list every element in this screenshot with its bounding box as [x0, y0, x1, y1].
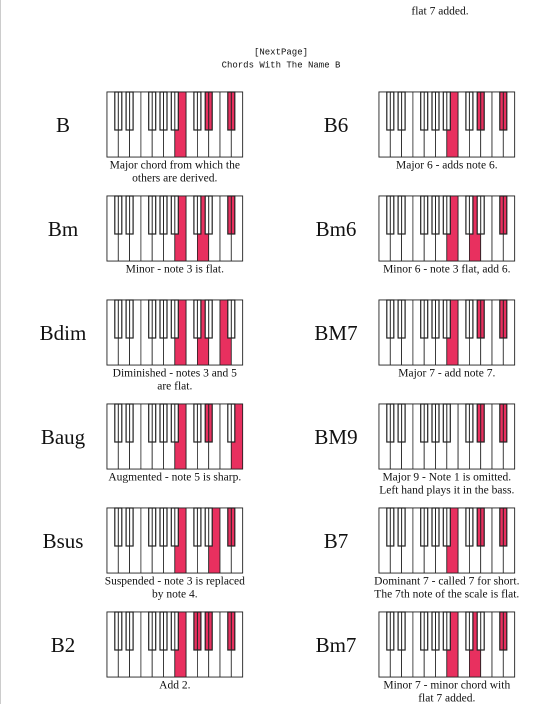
- chord-description: Minor 6 - note 3 flat, add 6.: [383, 264, 511, 276]
- chord-name: Bm: [48, 217, 78, 241]
- chord-name: Baug: [41, 425, 86, 449]
- chord-name: B2: [51, 633, 76, 657]
- chord-description: Minor - note 3 is flat.: [126, 264, 224, 276]
- chord-description: Suspended - note 3 is replaced: [105, 576, 245, 588]
- chord-description: Major 9 - Note 1 is omitted.: [382, 472, 511, 484]
- chord-description: Minor 7 - minor chord with: [383, 680, 510, 692]
- chord-description: Augmented - note 5 is sharp.: [108, 472, 241, 484]
- chord-description: The 7th note of the scale is flat.: [374, 589, 519, 601]
- chord-description: Left hand plays it in the bass.: [379, 485, 514, 497]
- chord-name: BM9: [314, 425, 357, 449]
- chord-description: Major 7 - add note 7.: [398, 368, 495, 380]
- chord-description: Add 2.: [159, 680, 190, 692]
- cut-fragment: flat 7 added.: [411, 6, 468, 18]
- chord-name: B6: [324, 113, 349, 137]
- chord-description: Major chord from which the: [110, 160, 240, 172]
- chord-name: Bm6: [316, 217, 357, 241]
- chord-description: others are derived.: [132, 173, 217, 185]
- chord-name: Bm7: [316, 633, 357, 657]
- page-marker: [NextPage]: [254, 47, 308, 57]
- page-title: Chords With The Name B: [222, 60, 341, 70]
- chord-name: B7: [324, 529, 349, 553]
- chord-name: B: [56, 113, 70, 137]
- chord-description: Diminished - notes 3 and 5: [113, 368, 237, 380]
- chord-description: Major 6 - adds note 6.: [396, 160, 498, 172]
- chord-description: by note 4.: [152, 589, 198, 601]
- chord-description: flat 7 added.: [418, 693, 475, 704]
- chord-description: Dominant 7 - called 7 for short.: [374, 576, 519, 588]
- chord-name: Bsus: [43, 529, 84, 553]
- chord-name: BM7: [314, 321, 357, 345]
- chord-description: are flat.: [157, 381, 192, 393]
- chord-name: Bdim: [40, 321, 87, 345]
